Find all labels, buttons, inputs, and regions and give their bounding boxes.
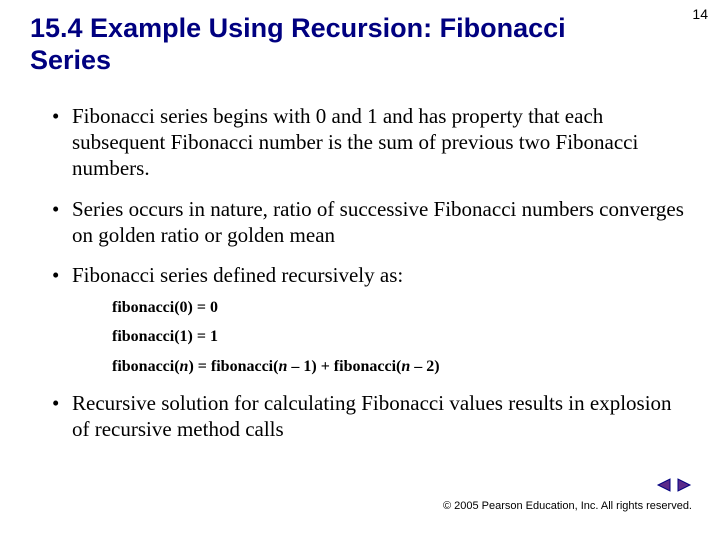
bullet-item: Fibonacci series defined recursively as:… <box>52 262 690 376</box>
def-part: ) = <box>188 358 210 375</box>
def-part: fibonacci(1) = <box>112 328 210 345</box>
def-part: – 1) + fibonacci( <box>287 358 401 375</box>
bullet-text: Fibonacci series defined recursively as: <box>72 263 403 287</box>
bullet-item: Fibonacci series begins with 0 and 1 and… <box>52 103 690 182</box>
next-arrow-icon[interactable] <box>676 478 692 492</box>
def-part: fibonacci(0) = <box>112 299 210 316</box>
definition-line: fibonacci(n) = fibonacci(n – 1) + fibona… <box>112 357 690 376</box>
slide-container: 14 15.4 Example Using Recursion: Fibonac… <box>0 0 720 540</box>
bullet-list: Fibonacci series begins with 0 and 1 and… <box>30 103 690 443</box>
bullet-item: Recursive solution for calculating Fibon… <box>52 390 690 443</box>
def-part: 0 <box>210 299 218 316</box>
def-part: fibonacci( <box>112 358 180 375</box>
definition-line: fibonacci(1) = 1 <box>112 327 690 346</box>
definition-line: fibonacci(0) = 0 <box>112 298 690 317</box>
def-part: 1 <box>210 328 218 345</box>
nav-arrows <box>656 478 692 492</box>
def-part: fibonacci( <box>211 358 279 375</box>
def-italic: n <box>401 358 410 375</box>
bullet-item: Series occurs in nature, ratio of succes… <box>52 196 690 249</box>
slide-title: 15.4 Example Using Recursion: Fibonacci … <box>30 12 690 77</box>
copyright-footer: © 2005 Pearson Education, Inc. All right… <box>443 500 692 512</box>
definition-list: fibonacci(0) = 0 fibonacci(1) = 1 fibona… <box>112 298 690 376</box>
page-number: 14 <box>692 6 708 22</box>
prev-arrow-icon[interactable] <box>656 478 672 492</box>
def-part: – 2) <box>410 358 439 375</box>
